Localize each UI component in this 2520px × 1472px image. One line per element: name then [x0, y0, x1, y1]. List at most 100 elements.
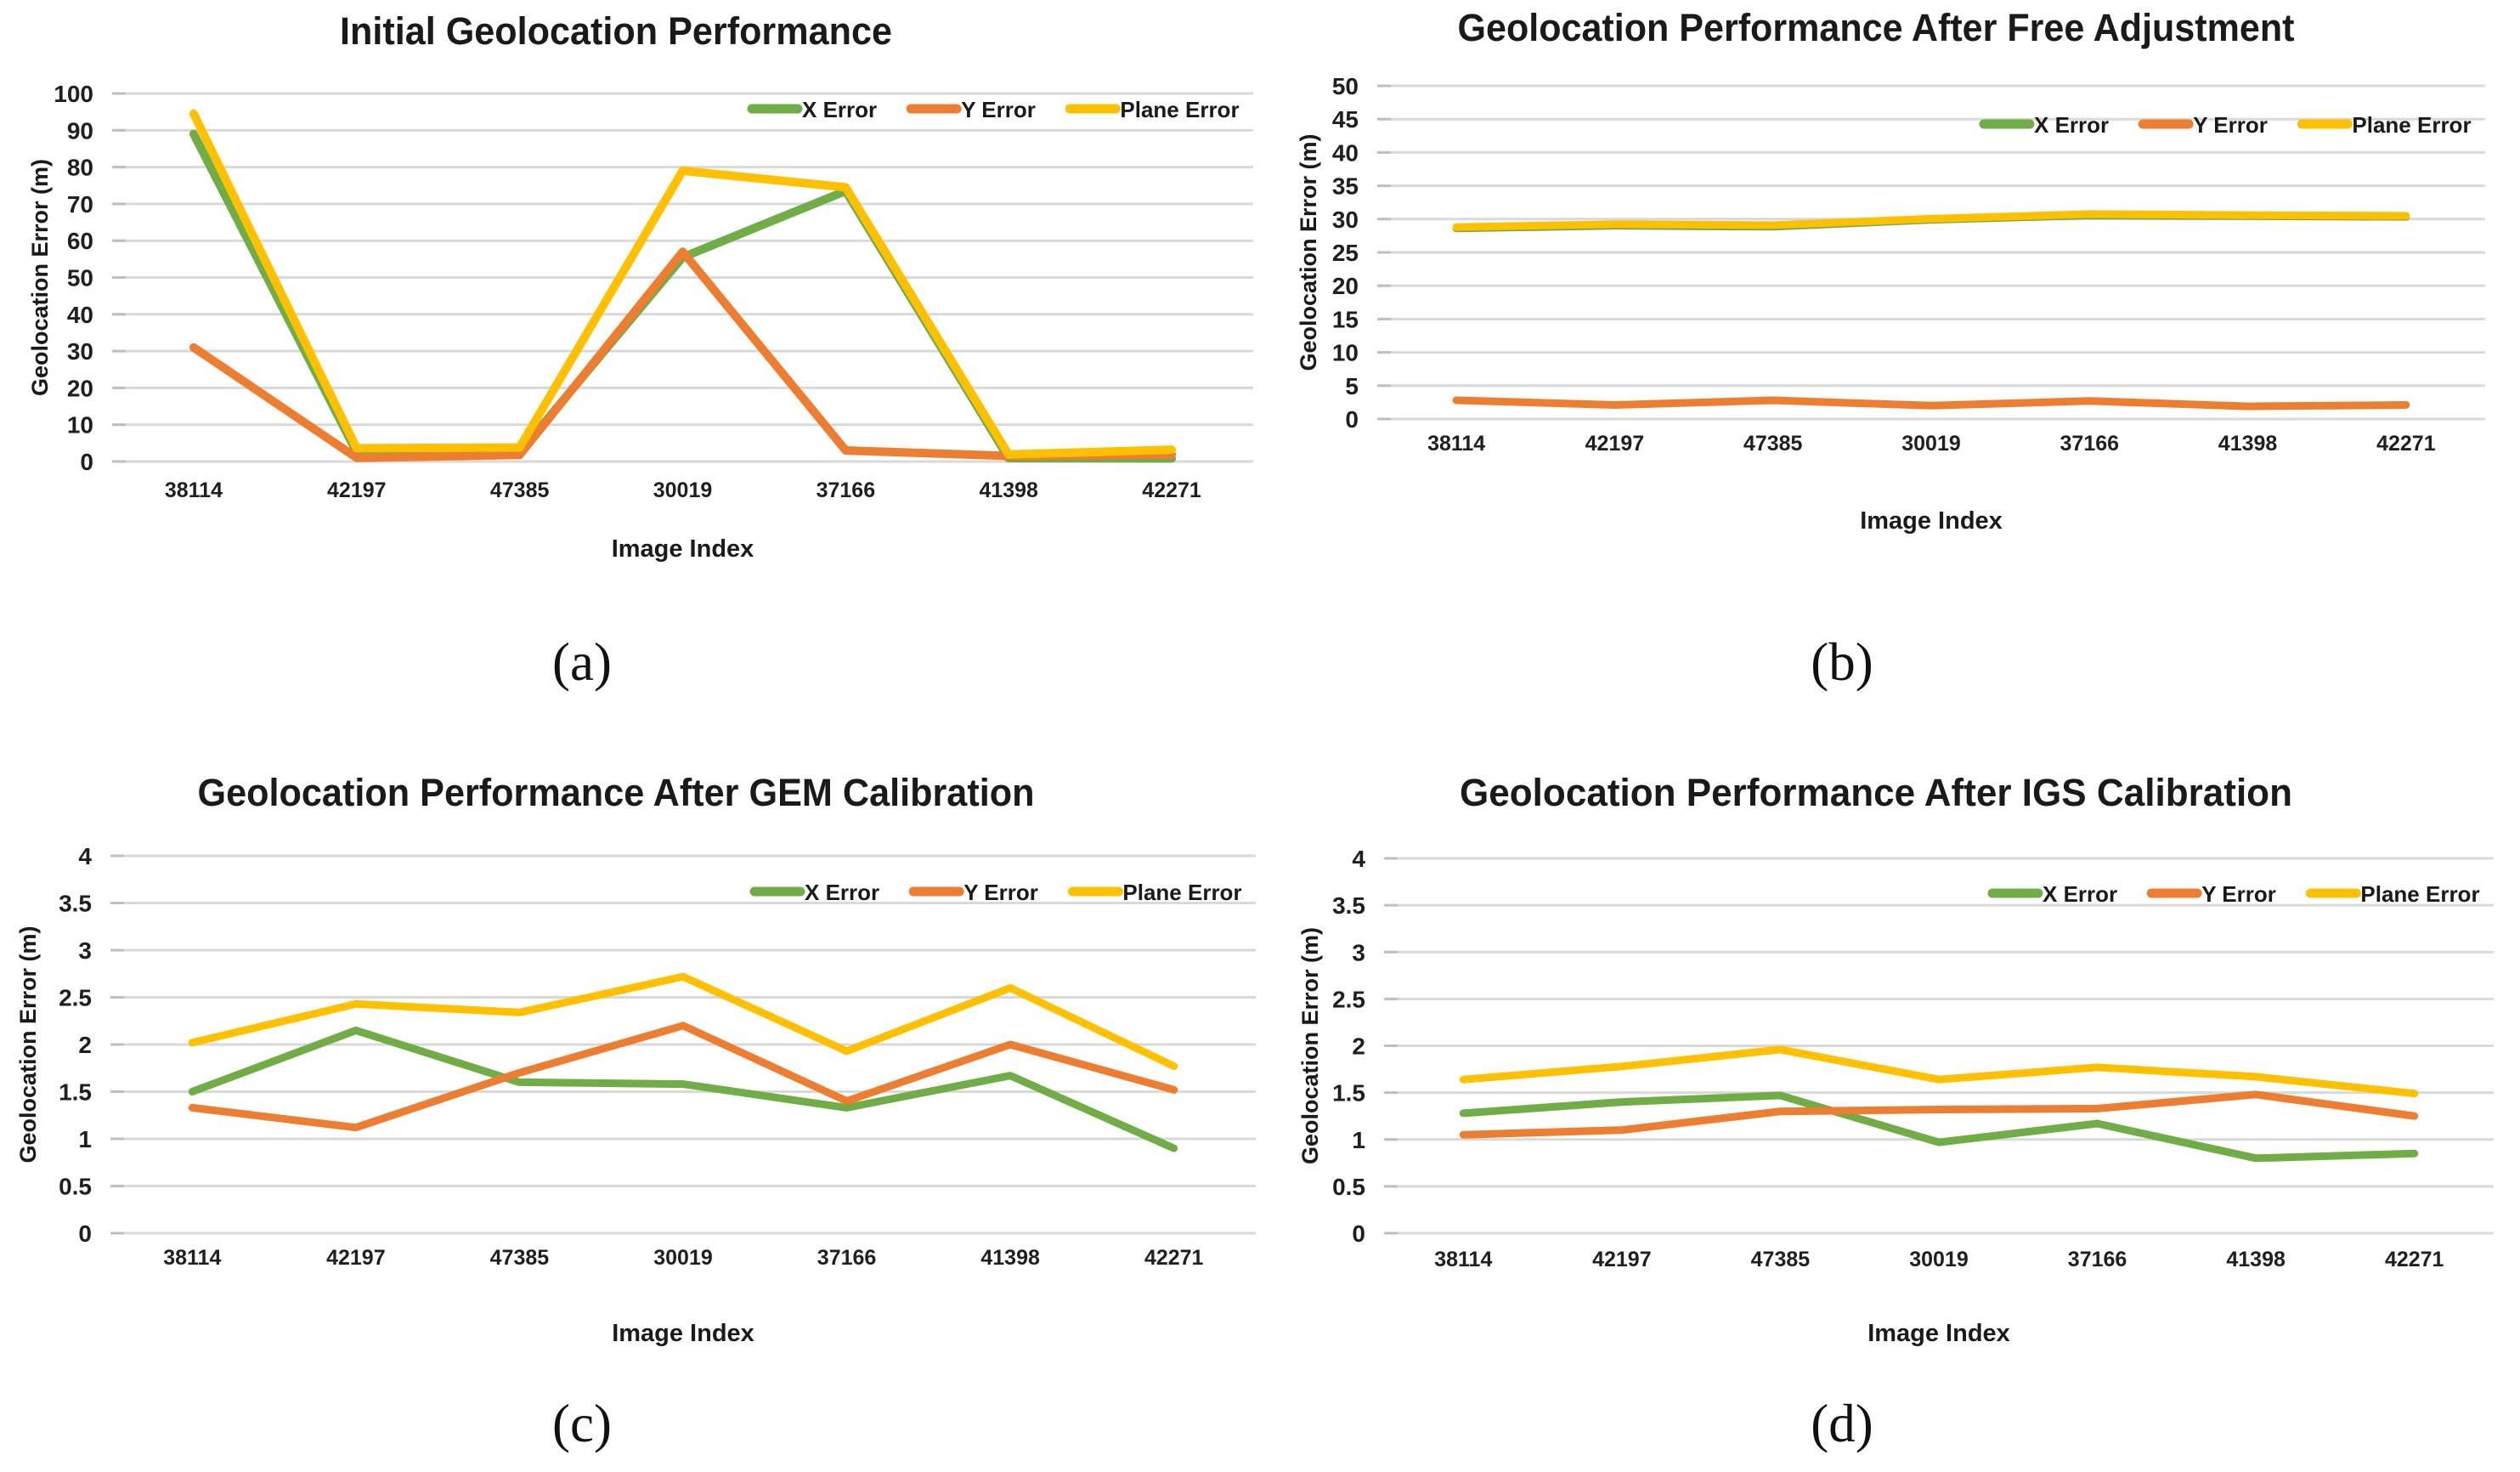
x-tick-label: 37166	[2068, 1248, 2127, 1271]
legend-label: Plane Error	[1120, 97, 1239, 122]
series-line-plane-error	[1459, 1045, 2419, 1098]
y-tick-label: 50	[67, 265, 93, 292]
y-tick-label: 1	[1352, 1127, 1365, 1153]
caption-b: (b)	[1811, 632, 1873, 692]
chart-title: Initial Geolocation Performance	[340, 9, 892, 53]
legend: X Error Y Error Plane Error	[749, 880, 1242, 905]
y-axis-title: Geolocation Error (m)	[1297, 927, 1323, 1164]
x-tick-label: 42197	[326, 1246, 386, 1270]
caption-d: (d)	[1811, 1394, 1873, 1453]
x-tick-label: 38114	[163, 1246, 221, 1270]
legend-label: X Error	[2043, 881, 2117, 907]
panel-d: Geolocation Performance After IGS Calibr…	[1260, 736, 2520, 1472]
series-line-plane-error	[1452, 210, 2410, 231]
x-tick-labels: 38114 42197 47385 30019 37166 41398 42271	[1427, 432, 2436, 456]
y-tick-label: 10	[1332, 340, 1359, 366]
legend-label: X Error	[802, 97, 877, 122]
legend: X Error Y Error Plane Error	[1987, 881, 2480, 907]
y-axis-title: Geolocation Error (m)	[27, 159, 53, 396]
x-tick-label: 37166	[816, 478, 876, 502]
x-tick-label: 42271	[2376, 432, 2436, 456]
x-tick-label: 30019	[653, 478, 713, 502]
y-gridlines: 0 0.5 1 1.5 2 2.5 3 3.5 4	[1332, 846, 2494, 1247]
y-tick-label: 0	[80, 449, 93, 475]
y-tick-label: 30	[1332, 207, 1359, 233]
y-tick-label: 50	[1332, 73, 1359, 99]
x-tick-label: 42197	[327, 478, 387, 502]
y-tick-label: 2.5	[59, 985, 92, 1011]
x-tick-label: 47385	[490, 478, 550, 502]
panel-b: Geolocation Performance After Free Adjus…	[1260, 0, 2520, 736]
legend-item-y-error: Y Error	[908, 880, 1038, 905]
y-gridlines: 0 5 10 15 20 25 30 35 40 45 50	[1332, 73, 2485, 433]
y-gridlines: 0 10 20 30 40 50 60 70 80 90 100	[54, 81, 1253, 475]
x-axis-title: Image Index	[612, 1320, 754, 1347]
x-tick-label: 41398	[980, 1246, 1040, 1270]
x-tick-label: 42197	[1585, 432, 1645, 456]
y-tick-label: 100	[54, 81, 93, 107]
y-tick-label: 80	[67, 155, 93, 181]
legend: X Error Y Error Plane Error	[1979, 112, 2472, 138]
y-tick-label: 90	[67, 117, 93, 144]
x-tick-label: 42197	[1592, 1248, 1652, 1271]
x-axis-title: Image Index	[1860, 507, 2003, 535]
chart-c: Geolocation Performance After GEM Calibr…	[15, 771, 1256, 1347]
x-tick-labels: 38114 42197 47385 30019 37166 41398 42271	[163, 1246, 1203, 1270]
legend-item-x-error: X Error	[747, 97, 877, 122]
panel-c: Geolocation Performance After GEM Calibr…	[0, 736, 1260, 1472]
x-tick-label: 47385	[490, 1246, 550, 1270]
chart-a: Initial Geolocation Performance 0 10 20 30 40…	[27, 9, 1253, 563]
y-tick-label: 1	[78, 1126, 92, 1152]
x-tick-label: 30019	[1901, 432, 1961, 456]
y-tick-label: 3	[1352, 939, 1365, 965]
series-line-y-error	[1459, 1090, 2419, 1139]
y-tick-label: 4	[78, 843, 92, 869]
y-tick-label: 3.5	[59, 891, 92, 917]
y-tick-label: 40	[67, 302, 93, 328]
y-tick-label: 2	[1352, 1033, 1365, 1060]
y-tick-label: 1.5	[59, 1079, 92, 1106]
legend-item-y-error: Y Error	[906, 97, 1036, 122]
x-tick-label: 47385	[1751, 1248, 1811, 1271]
x-tick-label: 47385	[1743, 432, 1803, 456]
caption-c: (c)	[552, 1394, 612, 1453]
legend-label: Plane Error	[2360, 881, 2479, 907]
legend-item-x-error: X Error	[1987, 881, 2117, 907]
legend-item-plane-error: Plane Error	[2305, 881, 2480, 907]
legend: X Error Y Error Plane Error	[747, 97, 1240, 122]
chart-d: Geolocation Performance After IGS Calibr…	[1297, 771, 2494, 1347]
x-tick-label: 41398	[2218, 432, 2278, 456]
series-lines	[189, 109, 1177, 463]
series-line-x-error	[1459, 1091, 2419, 1163]
caption-a: (a)	[552, 632, 612, 692]
series-lines	[1452, 210, 2410, 410]
legend-label: Y Error	[961, 97, 1036, 122]
x-tick-labels: 38114 42197 47385 30019 37166 41398 42271	[1434, 1248, 2444, 1271]
legend-item-y-error: Y Error	[2146, 881, 2276, 907]
y-tick-label: 0.5	[59, 1174, 92, 1200]
x-tick-label: 41398	[2226, 1248, 2286, 1271]
y-tick-label: 3	[78, 937, 92, 964]
y-tick-label: 45	[1332, 106, 1359, 133]
y-tick-label: 60	[67, 228, 93, 254]
y-tick-label: 3.5	[1332, 892, 1365, 919]
panel-a: Initial Geolocation Performance 0 10 20 30 40…	[0, 0, 1260, 736]
x-axis-title: Image Index	[612, 535, 754, 563]
x-tick-label: 42271	[2385, 1248, 2444, 1271]
series-line-y-error	[188, 1022, 1178, 1132]
y-tick-label: 20	[1332, 273, 1359, 299]
y-tick-label: 70	[67, 191, 93, 218]
legend-item-plane-error: Plane Error	[2297, 112, 2472, 138]
y-tick-label: 30	[67, 338, 93, 365]
x-tick-label: 42271	[1142, 478, 1201, 502]
y-tick-label: 20	[67, 375, 93, 401]
y-tick-label: 0.5	[1332, 1174, 1365, 1200]
x-tick-label: 38114	[1427, 432, 1485, 456]
series-line-x-error	[188, 1026, 1178, 1152]
series-line-plane-error	[188, 972, 1178, 1070]
y-tick-label: 1.5	[1332, 1080, 1365, 1107]
y-tick-label: 0	[1352, 1220, 1365, 1247]
y-tick-label: 4	[1352, 846, 1365, 872]
chart-title: Geolocation Performance After IGS Calibr…	[1460, 771, 2292, 814]
x-tick-label: 37166	[2060, 432, 2120, 456]
